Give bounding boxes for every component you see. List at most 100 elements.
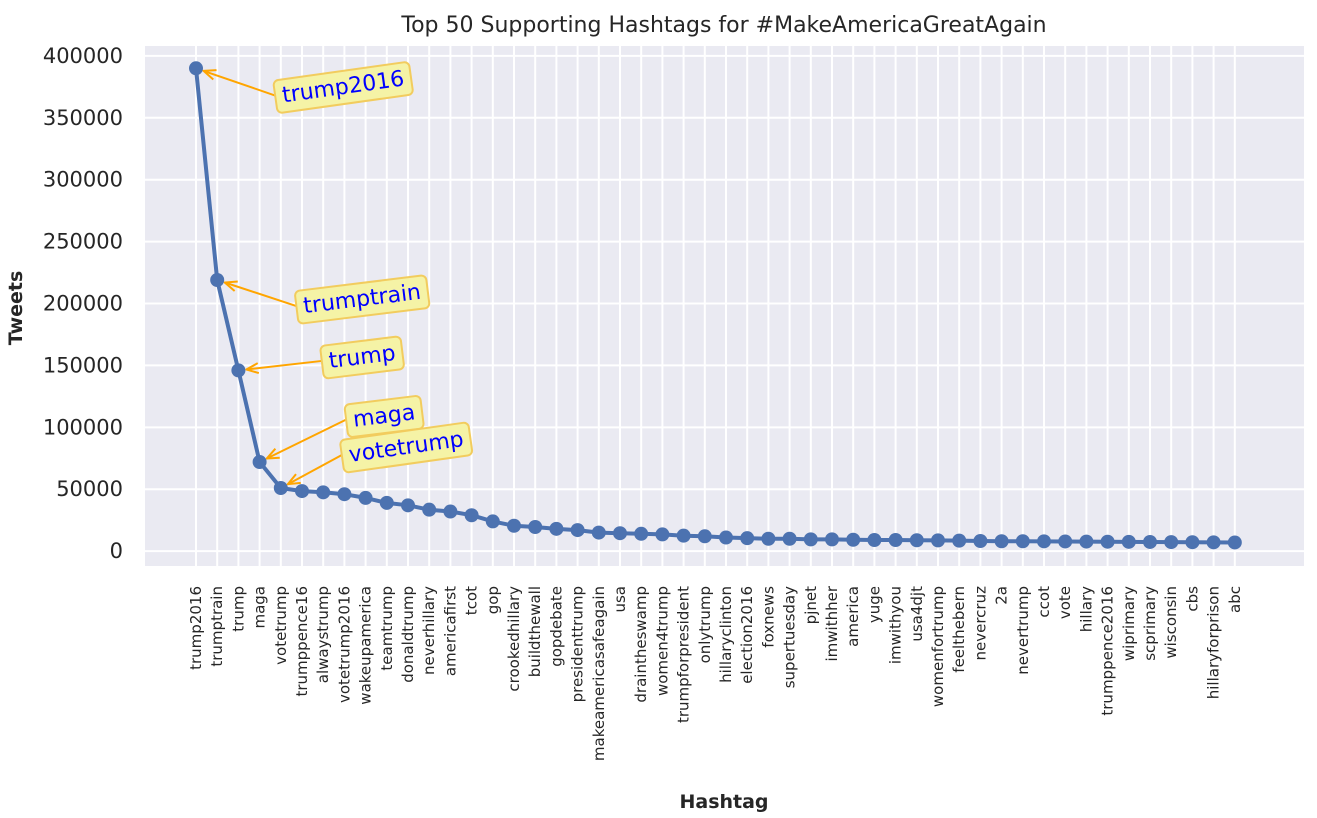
grid	[145, 46, 1304, 566]
x-tick-label: wakeupamerica	[357, 586, 375, 705]
x-tick-label: supertuesday	[781, 586, 799, 688]
annotation-arrow	[225, 283, 297, 308]
x-tick-label: neverhillary	[420, 586, 438, 675]
y-tick-label: 100000	[43, 415, 123, 439]
data-point	[697, 529, 712, 544]
data-point	[507, 518, 521, 533]
y-tick-label: 0	[110, 539, 123, 563]
data-point	[867, 533, 882, 547]
annotation-box	[319, 335, 405, 380]
data-point	[273, 481, 288, 495]
data-point	[931, 533, 945, 548]
x-tick-label: pjnet	[802, 586, 820, 624]
data-point	[591, 525, 606, 540]
data-point	[379, 495, 394, 510]
data-point	[655, 527, 670, 542]
x-tick-label: election2016	[738, 586, 756, 684]
data-point	[464, 508, 479, 523]
x-tick-label: wiprimary	[1120, 586, 1138, 661]
x-tick-label: imwithher	[823, 585, 841, 661]
x-tick-label: usa	[611, 586, 629, 613]
x-tick-label: foxnews	[759, 586, 777, 648]
x-tick-label: nevertrump	[1014, 586, 1032, 675]
data-point	[1185, 535, 1200, 550]
data-point	[952, 533, 967, 548]
data-point	[337, 487, 352, 502]
x-tick-label: votetrump2016	[335, 586, 353, 703]
data-point	[613, 526, 627, 541]
data-point	[1227, 535, 1242, 550]
data-point	[973, 533, 988, 548]
annotation-label: trump	[319, 335, 405, 380]
data-point	[210, 273, 225, 287]
data-point	[909, 533, 924, 548]
x-tick-label: alwaystrump	[314, 586, 332, 683]
data-point	[846, 532, 861, 547]
y-tick-label: 50000	[56, 477, 123, 501]
x-tick-label: buildthewall	[526, 586, 544, 677]
annotation-arrow	[288, 454, 343, 484]
x-tick-label: yuge	[865, 586, 883, 623]
data-point	[1121, 534, 1136, 549]
x-tick-label: trumptrain	[208, 586, 226, 667]
x-tick-label: 2a	[993, 586, 1011, 605]
x-tick-label: hillaryforprison	[1205, 586, 1223, 699]
data-point	[189, 61, 203, 76]
data-point	[740, 531, 755, 546]
x-tick-label: vote	[1056, 586, 1074, 619]
data-point	[252, 455, 267, 469]
x-tick-label: wisconsin	[1162, 586, 1180, 659]
data-point	[358, 490, 373, 505]
data-point	[401, 498, 415, 513]
data-point	[1015, 534, 1030, 549]
data-point	[422, 502, 437, 517]
data-point	[231, 363, 246, 378]
x-tick-label: makeamericasafeagain	[590, 586, 608, 761]
data-point	[994, 534, 1009, 549]
x-tick-label: maga	[251, 586, 269, 629]
x-axis-ticks: trump2016 trumptrain trump maga votetrump tru…	[187, 585, 1244, 761]
annotation-label: maga	[343, 395, 425, 438]
data-point	[634, 526, 649, 541]
data-point	[1037, 534, 1051, 549]
data-point	[1100, 534, 1115, 549]
data-point	[549, 521, 564, 536]
x-tick-label: cbs	[1183, 586, 1201, 612]
x-tick-label: gopdebate	[547, 586, 565, 667]
data-point	[1164, 535, 1179, 550]
y-tick-label: 300000	[43, 168, 123, 192]
x-tick-label: feelthebern	[950, 586, 968, 673]
data-point	[570, 523, 585, 538]
data-point	[825, 532, 839, 547]
y-axis-ticks: 0 50000 100000 150000 200000 250000 300000 3500…	[43, 44, 123, 563]
x-tick-label: abc	[1226, 586, 1244, 613]
data-point	[295, 484, 309, 499]
x-tick-label: trump	[229, 586, 247, 632]
y-tick-label: 400000	[43, 44, 123, 68]
x-tick-label: votetrump	[272, 586, 290, 665]
x-tick-label: onlytrump	[696, 586, 714, 663]
x-tick-label: tcot	[463, 586, 481, 615]
x-tick-label: women4trump	[653, 586, 671, 696]
series	[189, 61, 1242, 550]
x-tick-label: trump2016	[187, 586, 205, 670]
x-tick-label: draintheswamp	[632, 586, 650, 703]
x-tick-label: imwithyou	[887, 586, 905, 664]
x-tick-label: trumpforpresident	[675, 586, 693, 723]
data-point	[803, 532, 818, 547]
x-tick-label: presidenttrump	[569, 586, 587, 702]
x-tick-label: womenfortrump	[929, 586, 947, 707]
x-tick-label: donaldtrump	[399, 586, 417, 683]
x-tick-label: ccot	[1035, 586, 1053, 618]
data-point	[443, 504, 458, 519]
data-point	[1206, 535, 1221, 550]
x-tick-label: trumppence2016	[1099, 586, 1117, 716]
y-axis-label: Tweets	[5, 271, 27, 346]
data-point	[782, 531, 797, 546]
annotation-box	[294, 274, 431, 325]
x-tick-label: america	[844, 586, 862, 647]
data-point	[761, 531, 776, 546]
y-tick-label: 250000	[43, 230, 123, 254]
x-axis-label: Hashtag	[679, 791, 768, 813]
x-tick-label: hillaryclinton	[717, 586, 735, 683]
